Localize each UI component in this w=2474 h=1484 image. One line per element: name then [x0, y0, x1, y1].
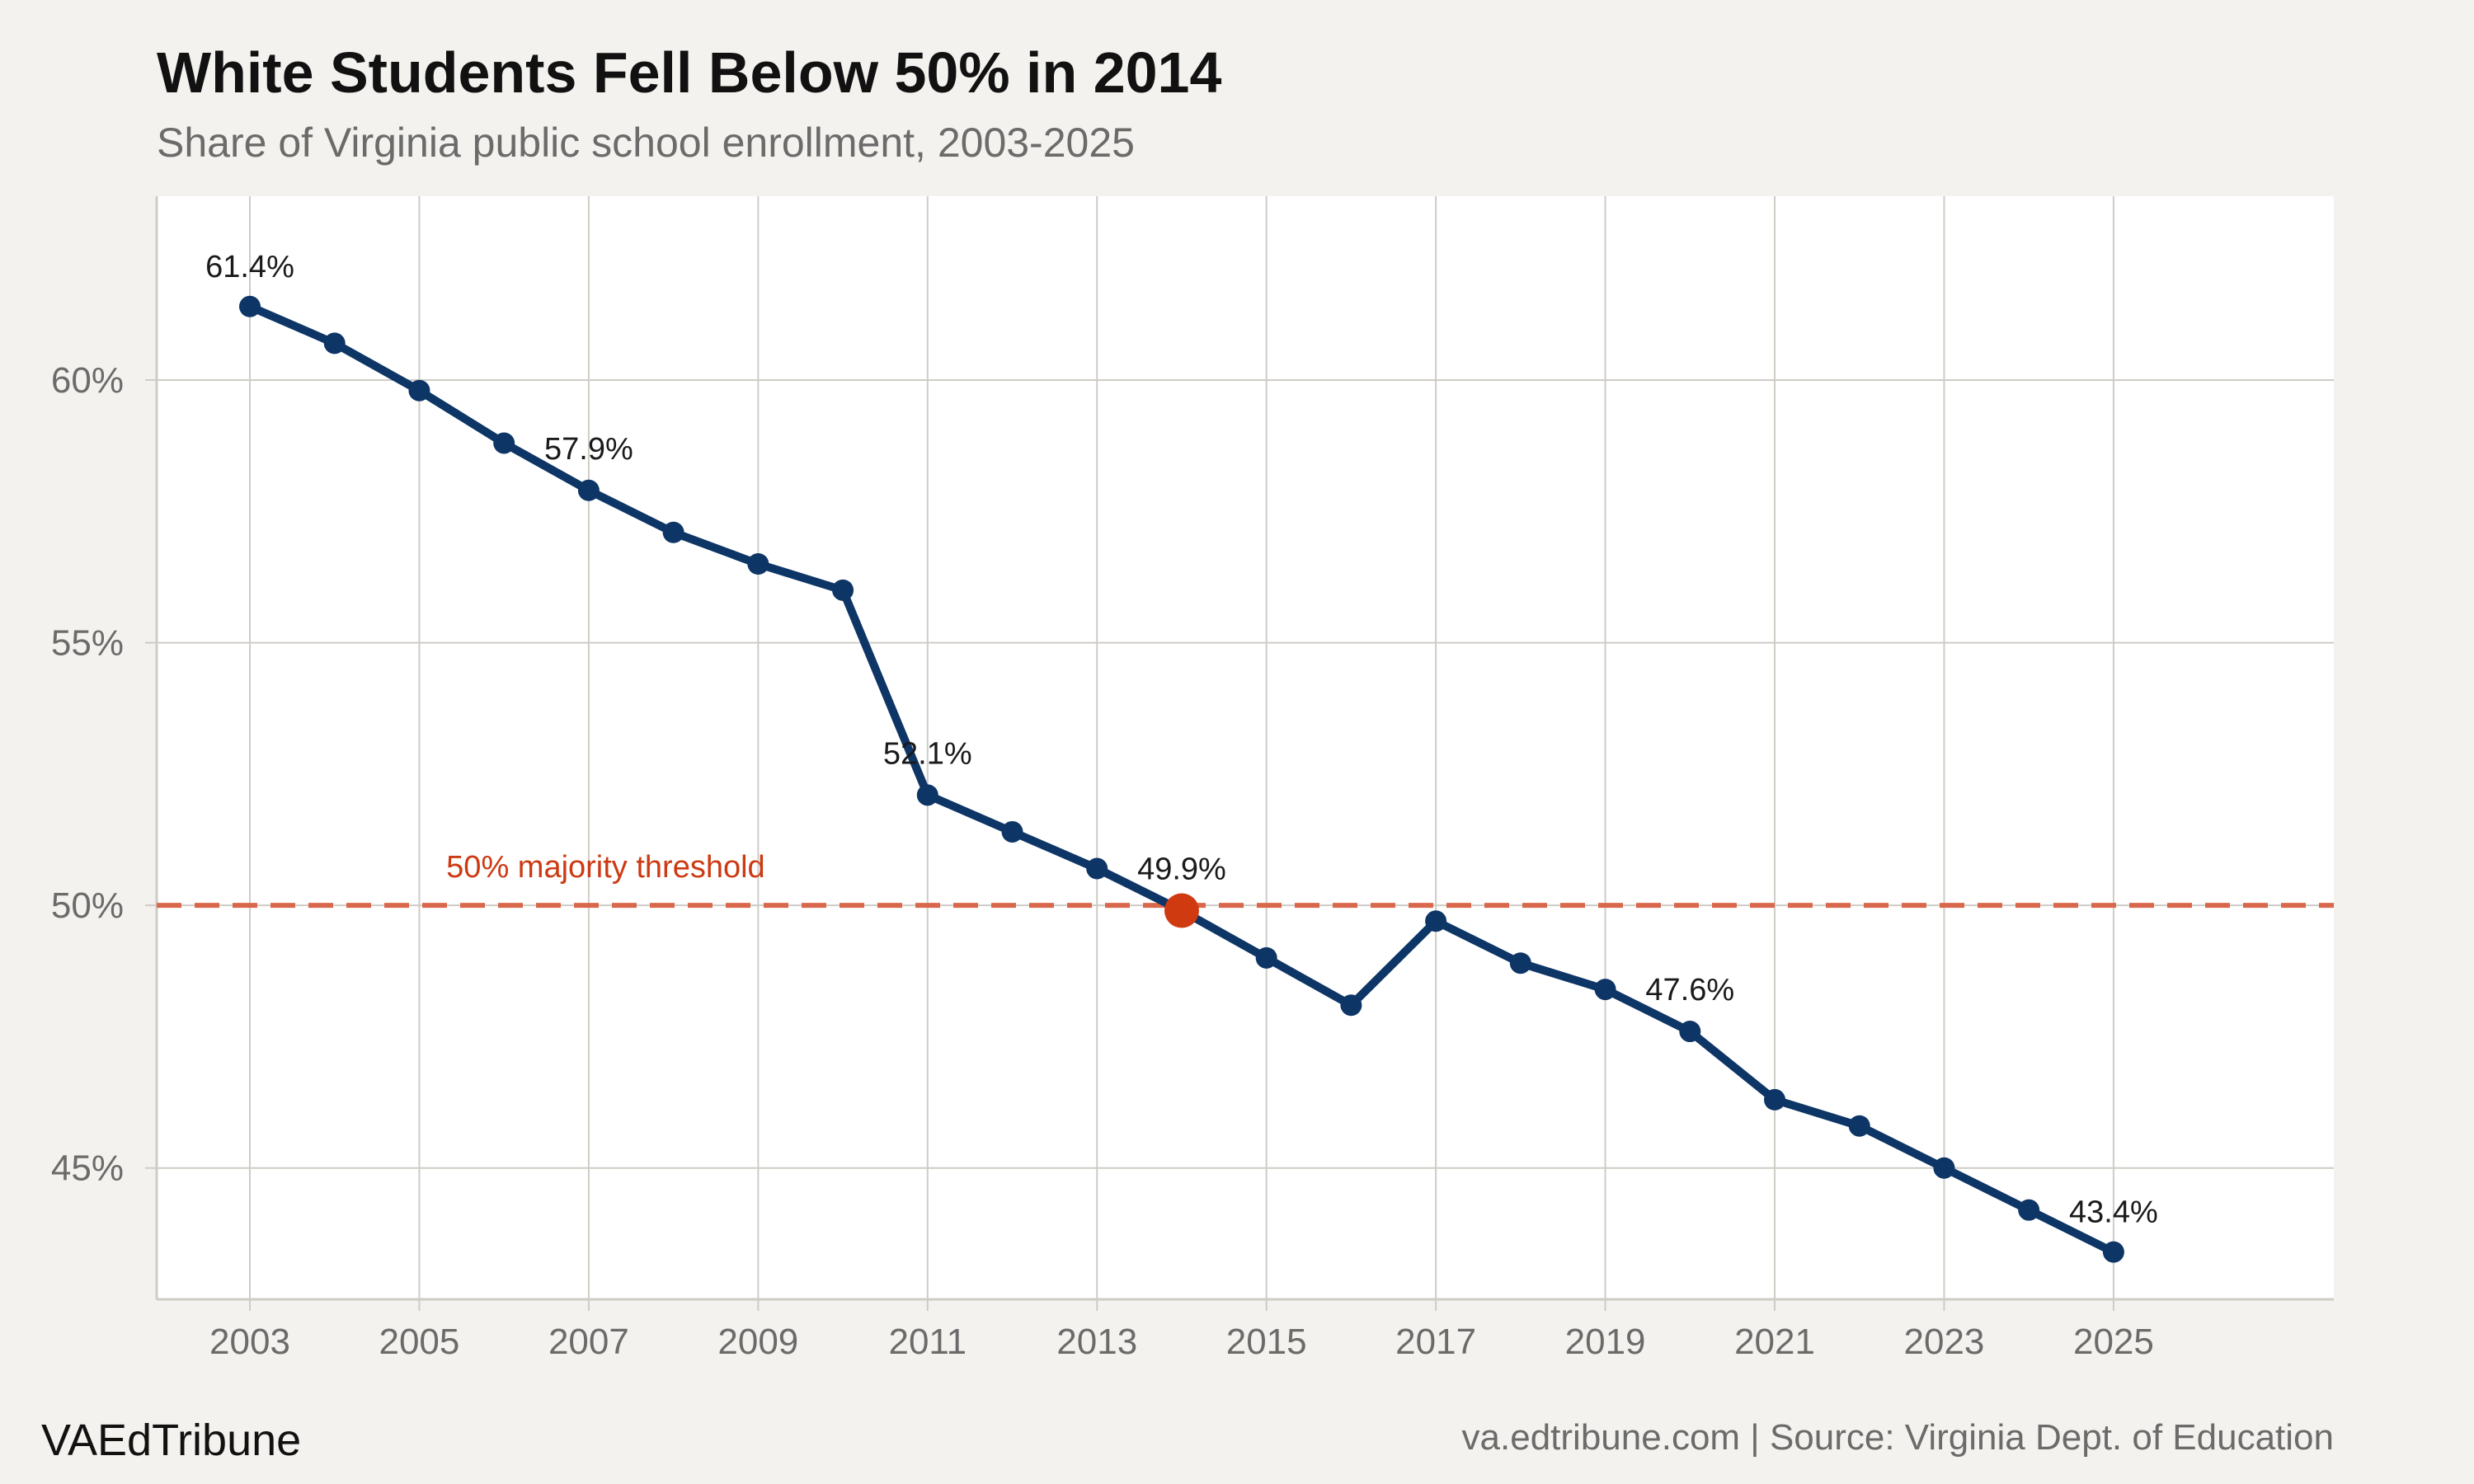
data-point — [832, 579, 854, 601]
x-tick-label: 2025 — [2073, 1322, 2154, 1362]
x-tick-label: 2015 — [1226, 1322, 1307, 1362]
data-point — [1255, 946, 1277, 969]
data-point — [408, 379, 430, 402]
data-label: 49.9% — [1137, 852, 1226, 887]
chart-title: White Students Fell Below 50% in 2014 — [157, 40, 1221, 105]
threshold-group: 50% majority threshold — [157, 850, 2334, 909]
data-labels: 61.4% 57.9% 52.1% 49.9% 47.6% 43.4% — [205, 250, 2158, 1230]
data-point — [916, 784, 938, 806]
source-note: va.edtribune.com | Source: Virginia Dept… — [1462, 1417, 2334, 1458]
data-point — [238, 295, 261, 317]
data-point — [1848, 1115, 1870, 1137]
data-point — [1933, 1157, 1955, 1179]
plot-panel — [157, 196, 2334, 1299]
x-tick-label: 2017 — [1395, 1322, 1476, 1362]
data-point — [2018, 1199, 2040, 1221]
x-tick-label: 2009 — [717, 1322, 798, 1362]
x-tick-label: 2019 — [1565, 1322, 1646, 1362]
y-tick-label: 45% — [51, 1148, 124, 1189]
y-tick-label: 50% — [51, 885, 124, 926]
x-tick-label: 2013 — [1056, 1322, 1137, 1362]
data-point — [662, 521, 684, 543]
highlight-point — [1164, 893, 1199, 928]
data-point — [493, 432, 515, 454]
x-tick-label: 2023 — [1904, 1322, 1985, 1362]
x-tick-label: 2007 — [548, 1322, 629, 1362]
data-point — [1425, 910, 1447, 932]
data-point — [1679, 1021, 1701, 1043]
x-tick-label: 2021 — [1734, 1322, 1815, 1362]
data-point — [1509, 952, 1531, 974]
data-label: 57.9% — [544, 432, 633, 467]
x-tick-label: 2005 — [379, 1322, 459, 1362]
data-point — [1086, 857, 1108, 880]
axes: 2003 2005 2007 2009 2011 2013 2015 2017 2019 2021… — [51, 196, 2334, 1362]
data-point — [1340, 994, 1362, 1017]
data-label: 43.4% — [2069, 1195, 2158, 1230]
data-label: 47.6% — [1645, 973, 1734, 1007]
data-label: 52.1% — [883, 736, 972, 771]
data-point — [1001, 820, 1023, 843]
x-tick-label: 2003 — [209, 1322, 290, 1362]
series-group — [238, 295, 2124, 1263]
data-point — [1594, 979, 1616, 1001]
y-tick-label: 55% — [51, 623, 124, 664]
data-point — [323, 332, 346, 355]
data-label: 61.4% — [205, 250, 294, 284]
x-tick-label: 2011 — [888, 1322, 967, 1362]
data-point — [1764, 1088, 1786, 1111]
data-point — [2102, 1241, 2124, 1263]
y-tick-label: 60% — [51, 360, 124, 401]
chart-subtitle: Share of Virginia public school enrollme… — [157, 120, 1135, 166]
threshold-label: 50% majority threshold — [446, 850, 765, 885]
brand-name: VAEdTribune — [41, 1416, 301, 1465]
data-point — [577, 479, 600, 501]
data-point — [747, 553, 769, 575]
